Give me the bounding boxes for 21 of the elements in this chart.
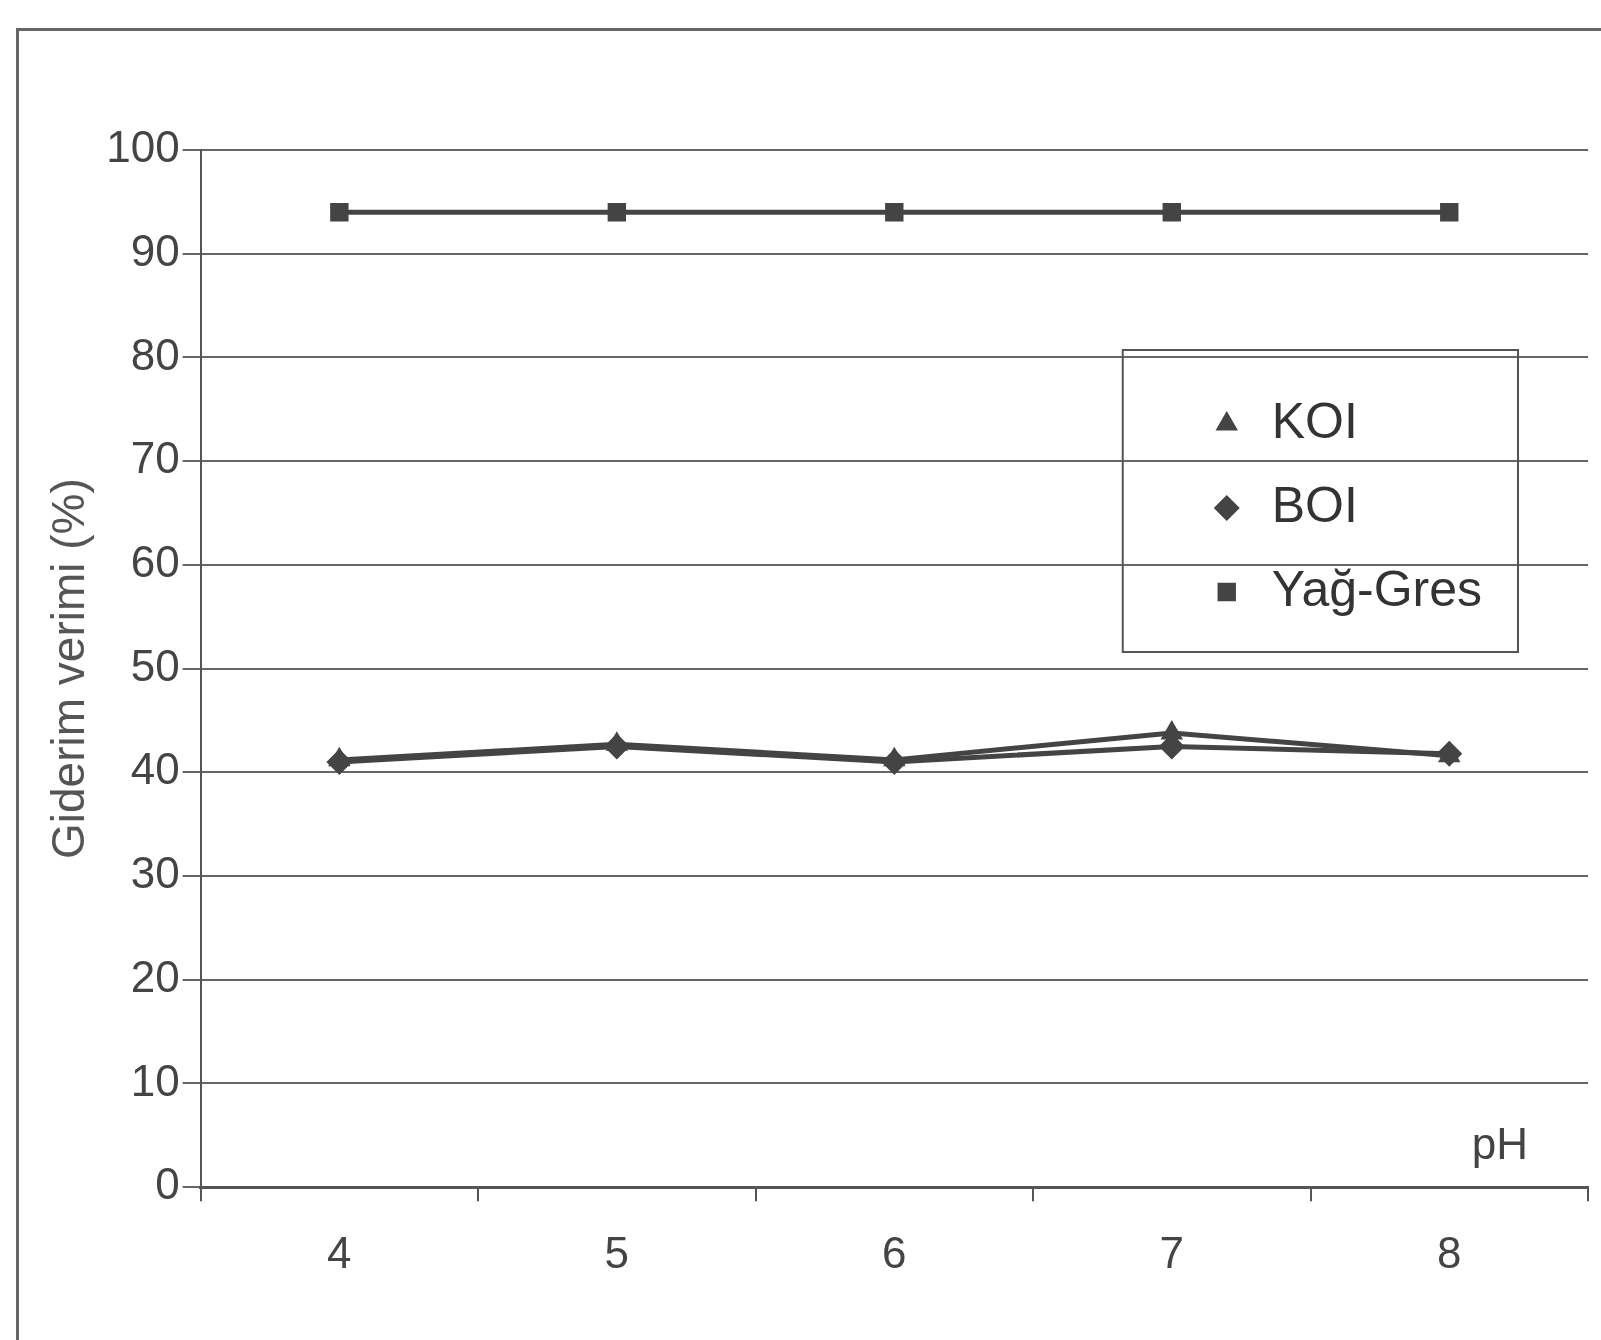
y-tick-label: 100: [106, 122, 180, 172]
x-tick-label: 6: [882, 1227, 907, 1277]
y-tick-label: 50: [130, 640, 180, 690]
y-tick-label: 10: [130, 1055, 180, 1105]
y-tick-label: 60: [130, 537, 180, 587]
y-tick-label: 70: [130, 433, 180, 483]
x-tick-label: 4: [327, 1227, 352, 1277]
y-tick-label: 90: [130, 225, 180, 275]
y-tick-label: 40: [130, 744, 180, 794]
legend-label: BOI: [1271, 476, 1358, 533]
x-tick-label: 5: [604, 1227, 630, 1277]
y-tick-label: 20: [130, 951, 180, 1001]
y-tick-label: 30: [130, 848, 180, 898]
x-axis-title: pH: [1471, 1119, 1528, 1169]
y-tick-label: 0: [155, 1159, 180, 1209]
legend-label: KOI: [1271, 392, 1358, 449]
legend-label: Yağ-Gres: [1271, 560, 1483, 617]
x-tick-label: 8: [1437, 1227, 1462, 1277]
y-tick-label: 80: [130, 329, 180, 379]
y-axis-title: Giderim verimi (%): [42, 478, 95, 859]
x-tick-label: 7: [1159, 1227, 1185, 1277]
